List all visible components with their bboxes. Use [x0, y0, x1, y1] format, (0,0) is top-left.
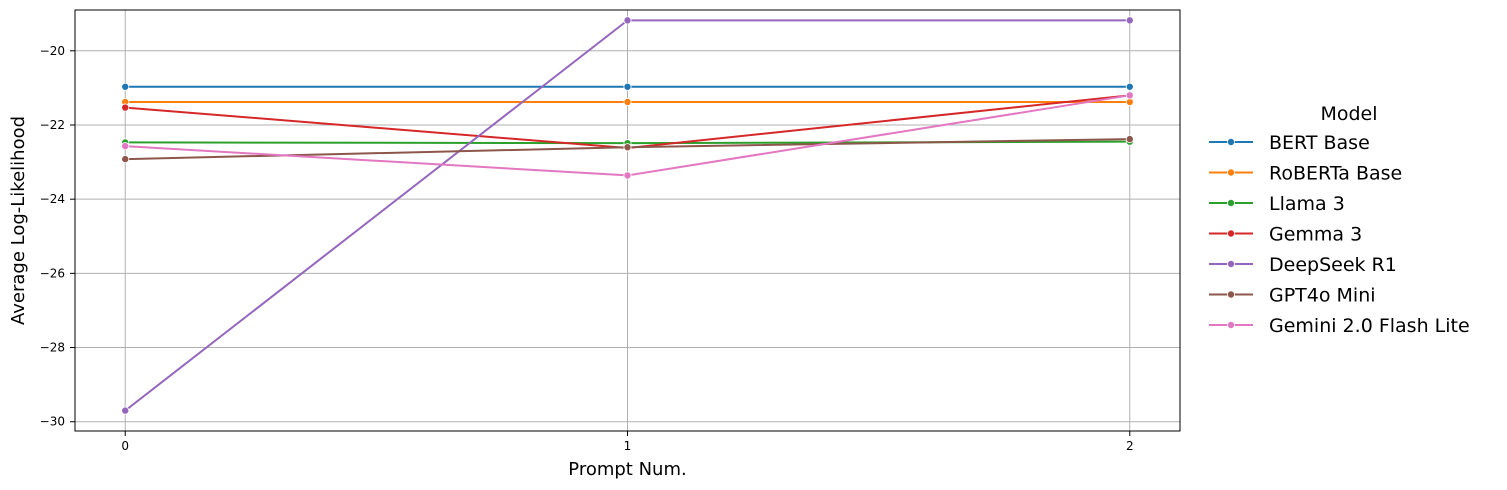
y-tick-label: −20: [40, 44, 65, 58]
data-point: [623, 97, 632, 106]
legend-item: DeepSeek R1: [1209, 254, 1397, 276]
x-axis-title: Prompt Num.: [568, 459, 686, 480]
y-tick-label: −22: [40, 118, 65, 132]
y-axis-title: Average Log-Likelihood: [8, 116, 29, 325]
data-point: [1125, 97, 1134, 106]
legend-label: Llama 3: [1269, 193, 1345, 215]
data-point: [623, 143, 632, 152]
series-deepseek-r1: [121, 16, 1134, 415]
legend-marker: [1227, 259, 1236, 268]
legend-label: RoBERTa Base: [1269, 163, 1402, 185]
data-point: [1125, 16, 1134, 25]
legend-item: Gemini 2.0 Flash Lite: [1209, 315, 1470, 337]
data-point: [121, 155, 130, 164]
data-point: [623, 171, 632, 180]
grid: [75, 10, 1180, 431]
x-tick-label: 0: [121, 439, 129, 453]
data-point: [1125, 135, 1134, 144]
legend-item: BERT Base: [1209, 132, 1370, 154]
y-tick-label: −30: [40, 415, 65, 429]
series-gemini-2-0-flash-lite: [121, 91, 1134, 180]
legend-label: BERT Base: [1269, 132, 1370, 154]
y-tick-label: −26: [40, 266, 65, 280]
legend-item: RoBERTa Base: [1209, 163, 1402, 185]
y-tick-label: −28: [40, 341, 65, 355]
legend-item: GPT4o Mini: [1209, 285, 1376, 307]
legend-item: Gemma 3: [1209, 224, 1362, 246]
legend-marker: [1227, 290, 1236, 299]
series-roberta-base: [121, 97, 1134, 106]
legend: Model BERT Base RoBERTa Base Llama 3 Gemma …: [1209, 103, 1470, 337]
x-tick-label: 2: [1126, 439, 1134, 453]
legend-label: Gemini 2.0 Flash Lite: [1269, 315, 1470, 337]
legend-marker: [1227, 320, 1236, 329]
data-point: [623, 16, 632, 25]
data-point: [121, 103, 130, 112]
data-point: [121, 82, 130, 91]
series-bert-base: [121, 82, 1134, 91]
legend-label: GPT4o Mini: [1269, 285, 1376, 307]
series: [121, 16, 1134, 415]
data-point: [1125, 91, 1134, 100]
legend-label: Gemma 3: [1269, 224, 1362, 246]
x-tick-label: 1: [624, 439, 632, 453]
legend-marker: [1227, 198, 1236, 207]
data-point: [121, 406, 130, 415]
legend-marker: [1227, 229, 1236, 238]
data-point: [1125, 82, 1134, 91]
data-point: [623, 82, 632, 91]
legend-item: Llama 3: [1209, 193, 1345, 215]
legend-label: DeepSeek R1: [1269, 254, 1397, 276]
legend-marker: [1227, 168, 1236, 177]
legend-marker: [1227, 137, 1236, 146]
data-point: [121, 142, 130, 151]
y-tick-label: −24: [40, 192, 65, 206]
axis-ticks: −30 −28 −26 −24 −22 −20 0 1 2: [40, 44, 1134, 453]
legend-title: Model: [1320, 103, 1377, 125]
